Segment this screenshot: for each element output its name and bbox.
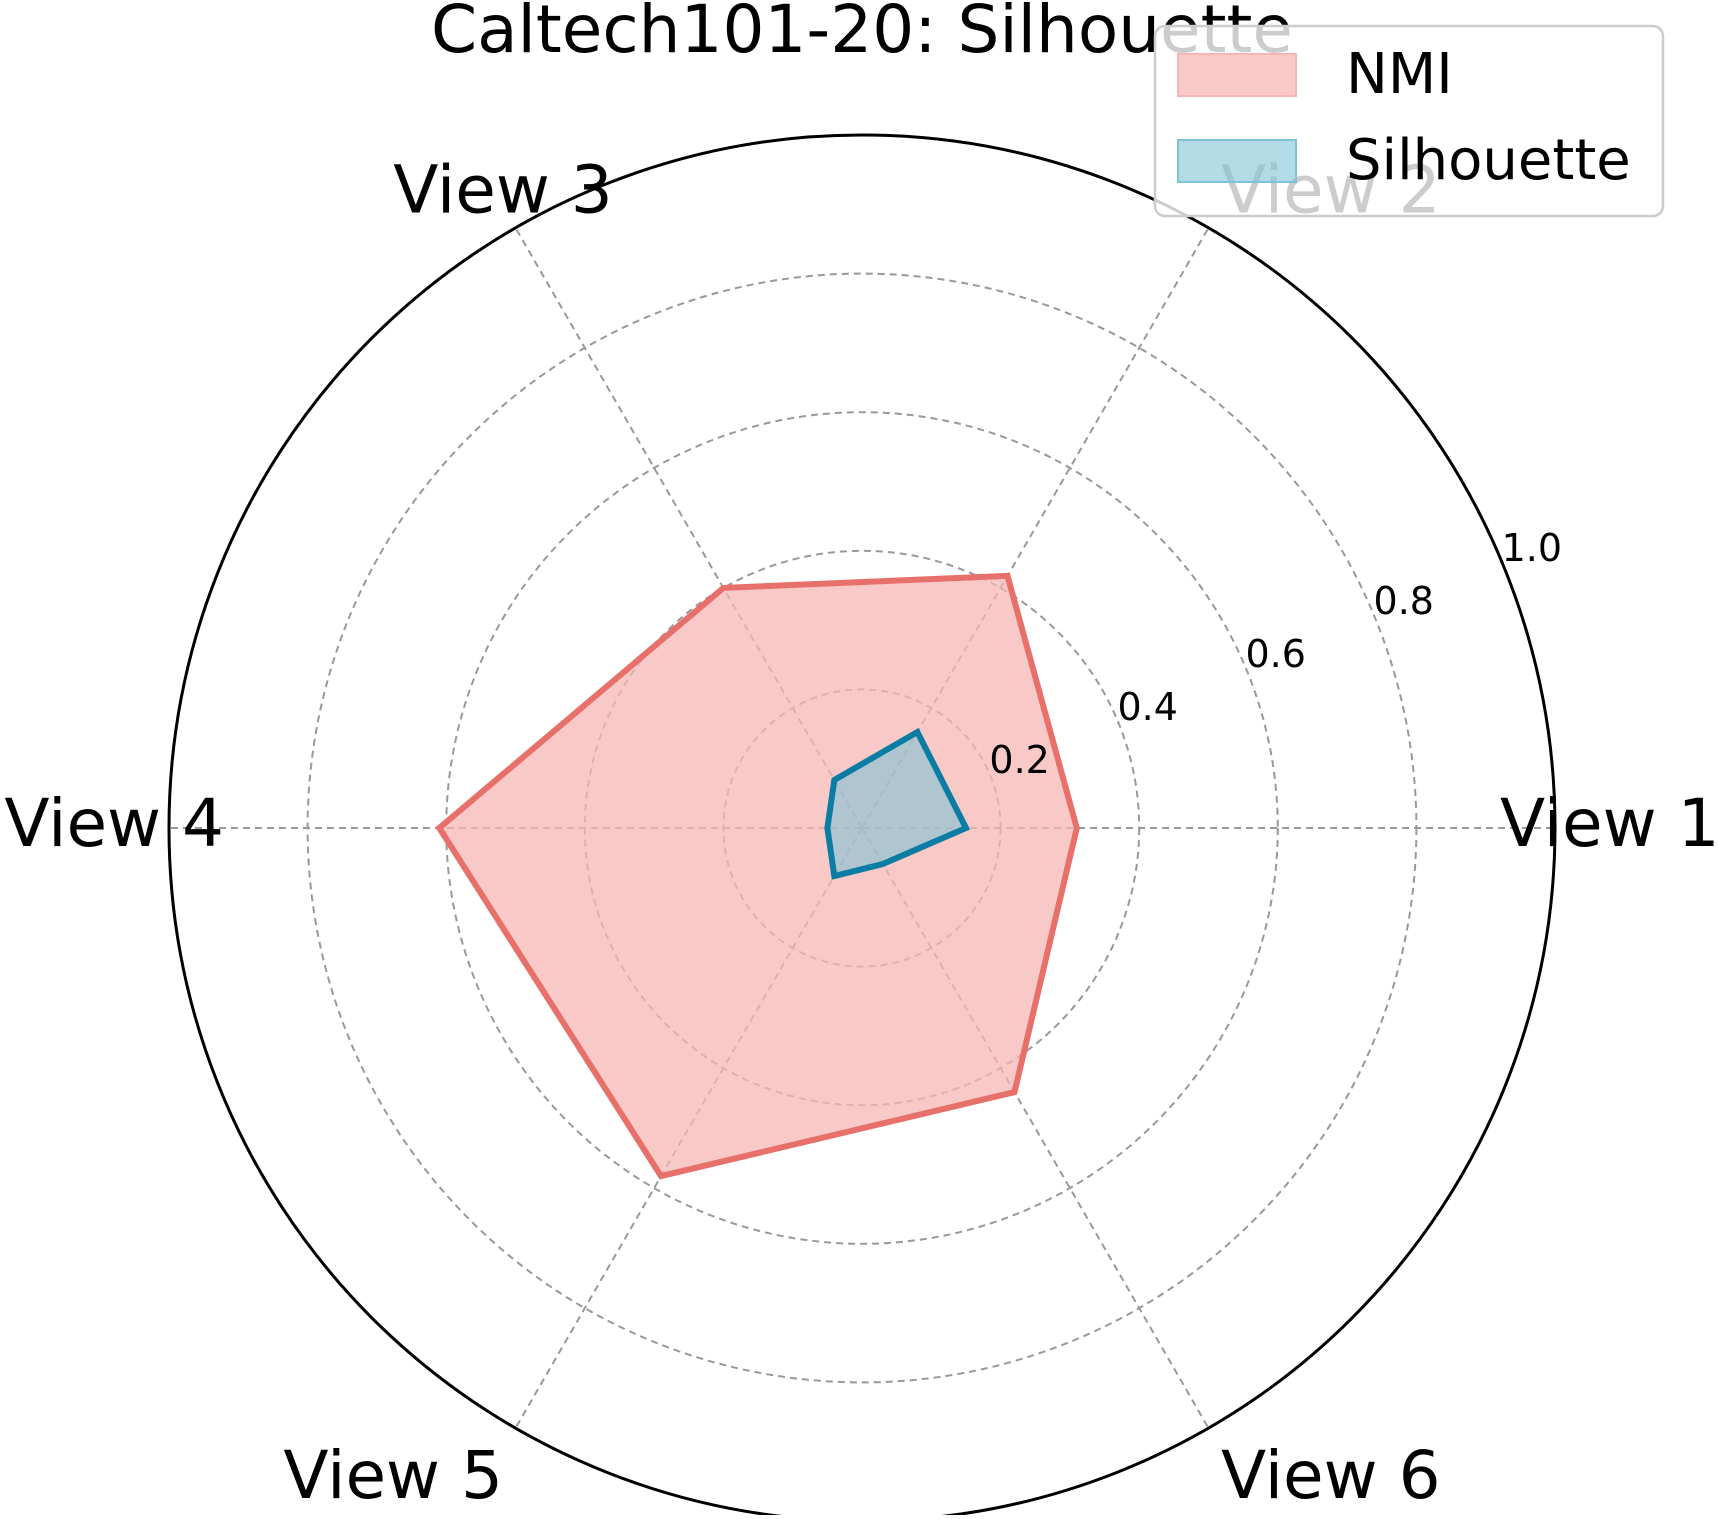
legend-swatch-nmi <box>1177 53 1297 97</box>
category-label: View 3 <box>393 151 613 228</box>
series-line-silhouette <box>824 727 971 880</box>
category-label: View 1 <box>1500 785 1718 862</box>
grid-spoke <box>861 227 1210 829</box>
grid-spoke <box>514 827 863 1429</box>
radial-tick-label: 0.4 <box>1117 685 1177 729</box>
legend-label-silhouette: Silhouette <box>1346 128 1631 193</box>
radial-tick-label: 0.8 <box>1374 579 1434 623</box>
series-fill-nmi <box>439 575 1077 1177</box>
category-label: View 5 <box>283 1437 503 1514</box>
series-layer <box>435 572 1080 1180</box>
grid-spoke <box>514 227 863 829</box>
series-line-nmi <box>435 572 1080 1180</box>
radial-tick-label: 0.6 <box>1245 632 1305 676</box>
radial-tick-label: 0.2 <box>989 738 1049 782</box>
legend-label-nmi: NMI <box>1346 42 1453 107</box>
grid-spoke <box>861 827 1210 1429</box>
outer-frame <box>167 133 1557 1519</box>
radial-tick-label: 1.0 <box>1502 526 1562 570</box>
legend-swatch-silhouette <box>1177 139 1297 183</box>
grid-circle <box>445 411 1279 1245</box>
chart-title: Caltech101-20: Silhouette <box>431 0 1293 68</box>
category-label: View 4 <box>4 785 224 862</box>
category-label: View 6 <box>1221 1437 1441 1514</box>
legend: NMI Silhouette <box>1153 24 1665 218</box>
